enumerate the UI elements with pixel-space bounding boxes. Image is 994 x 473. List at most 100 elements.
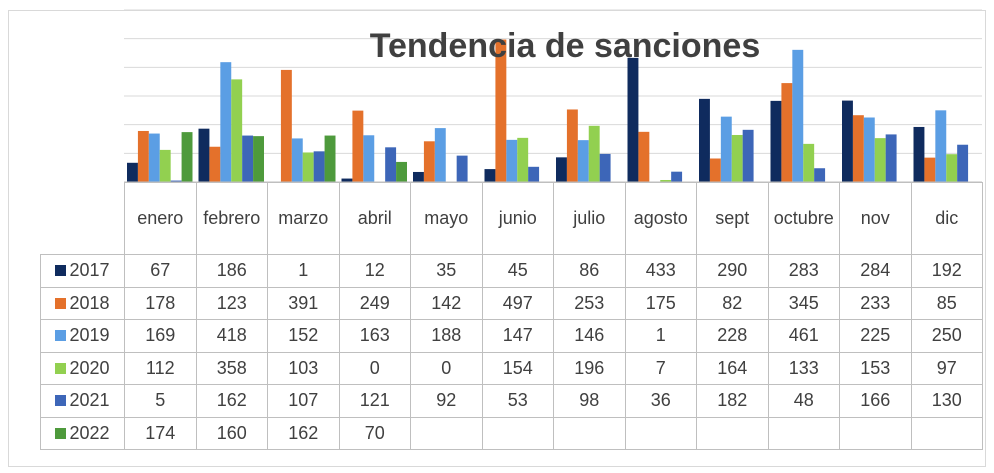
- bar: [742, 129, 754, 182]
- table-value: 166: [839, 384, 912, 418]
- bar: [946, 154, 958, 182]
- table-value: 178: [124, 286, 197, 320]
- legend-entry: 2018: [40, 286, 125, 320]
- legend-key: [55, 362, 67, 374]
- bar: [957, 144, 969, 182]
- table-value: 107: [267, 384, 340, 418]
- bar: [528, 166, 540, 182]
- table-value: 1: [624, 319, 697, 353]
- bar: [671, 171, 683, 182]
- table-value: 86: [553, 254, 626, 288]
- table-value: 433: [624, 254, 697, 288]
- bar: [363, 135, 375, 182]
- bar: [863, 117, 875, 182]
- table-value: 53: [481, 384, 554, 418]
- table-value: 112: [124, 351, 197, 385]
- bar: [302, 152, 314, 182]
- bar: [556, 157, 567, 182]
- table-value: 253: [553, 286, 626, 320]
- category-header: dic: [910, 182, 983, 255]
- table-value: 152: [267, 319, 340, 353]
- bar: [720, 116, 732, 182]
- category-header: agosto: [624, 182, 697, 255]
- table-value: 461: [767, 319, 840, 353]
- table-value: 188: [410, 319, 483, 353]
- table-value: 36: [624, 384, 697, 418]
- table-value: 345: [767, 286, 840, 320]
- table-value: 153: [839, 351, 912, 385]
- category-header: marzo: [267, 182, 340, 255]
- table-value: 175: [624, 286, 697, 320]
- legend-key: [55, 395, 67, 407]
- bar: [148, 133, 160, 182]
- chart-title: Tendencia de sanciones: [370, 27, 761, 65]
- legend-label: 2017: [69, 260, 110, 281]
- legend-label: 2021: [69, 390, 110, 411]
- table-value: 147: [481, 319, 554, 353]
- legend-entry: 2021: [40, 384, 125, 418]
- bar: [852, 115, 864, 182]
- table-value: 98: [553, 384, 626, 418]
- bar: [913, 126, 925, 182]
- table-value: 70: [338, 416, 411, 450]
- table-value: 45: [481, 254, 554, 288]
- table-value: [696, 416, 769, 450]
- table-value: 123: [195, 286, 268, 320]
- category-header: mayo: [410, 182, 483, 255]
- table-value: 146: [553, 319, 626, 353]
- table-value: 192: [910, 254, 983, 288]
- table-value: 233: [839, 286, 912, 320]
- table-value: [553, 416, 626, 450]
- table-value: 1: [267, 254, 340, 288]
- bar: [280, 69, 292, 182]
- bar: [709, 158, 721, 182]
- table-value: 154: [481, 351, 554, 385]
- table-value: 130: [910, 384, 983, 418]
- table-value: 5: [124, 384, 197, 418]
- category-header: enero: [124, 182, 197, 255]
- table-value: 391: [267, 286, 340, 320]
- table-value: 284: [839, 254, 912, 288]
- legend-label: 2022: [69, 422, 110, 443]
- bar: [242, 135, 254, 182]
- table-value: 67: [124, 254, 197, 288]
- table-value: 358: [195, 351, 268, 385]
- category-header: abril: [338, 182, 411, 255]
- bar: [660, 179, 672, 182]
- bar: [803, 143, 815, 182]
- bar: [352, 110, 364, 182]
- bar: [885, 134, 897, 182]
- bar: [220, 62, 232, 182]
- table-value: 85: [910, 286, 983, 320]
- table-value: 290: [696, 254, 769, 288]
- bar: [506, 139, 518, 182]
- table-value: [839, 416, 912, 450]
- bar: [842, 100, 853, 182]
- bar: [423, 141, 435, 182]
- bar: [198, 128, 210, 182]
- bar: [253, 136, 264, 182]
- category-header: junio: [481, 182, 554, 255]
- table-value: 92: [410, 384, 483, 418]
- legend-key: [55, 265, 67, 277]
- legend-entry: 2017: [40, 254, 125, 288]
- table-value: 12: [338, 254, 411, 288]
- table-value: 250: [910, 319, 983, 353]
- table-value: 103: [267, 351, 340, 385]
- table-value: 228: [696, 319, 769, 353]
- table-value: 48: [767, 384, 840, 418]
- bar: [781, 83, 793, 182]
- table-value: 0: [338, 351, 411, 385]
- bar: [396, 161, 407, 182]
- legend-label: 2018: [69, 292, 110, 313]
- legend-entry: 2022: [40, 416, 125, 450]
- bar: [599, 153, 611, 182]
- bar: [209, 146, 221, 182]
- bar: [137, 130, 149, 182]
- legend-entry: 2020: [40, 351, 125, 385]
- legend-label: 2019: [69, 325, 110, 346]
- category-header: febrero: [195, 182, 268, 255]
- bar: [159, 149, 171, 182]
